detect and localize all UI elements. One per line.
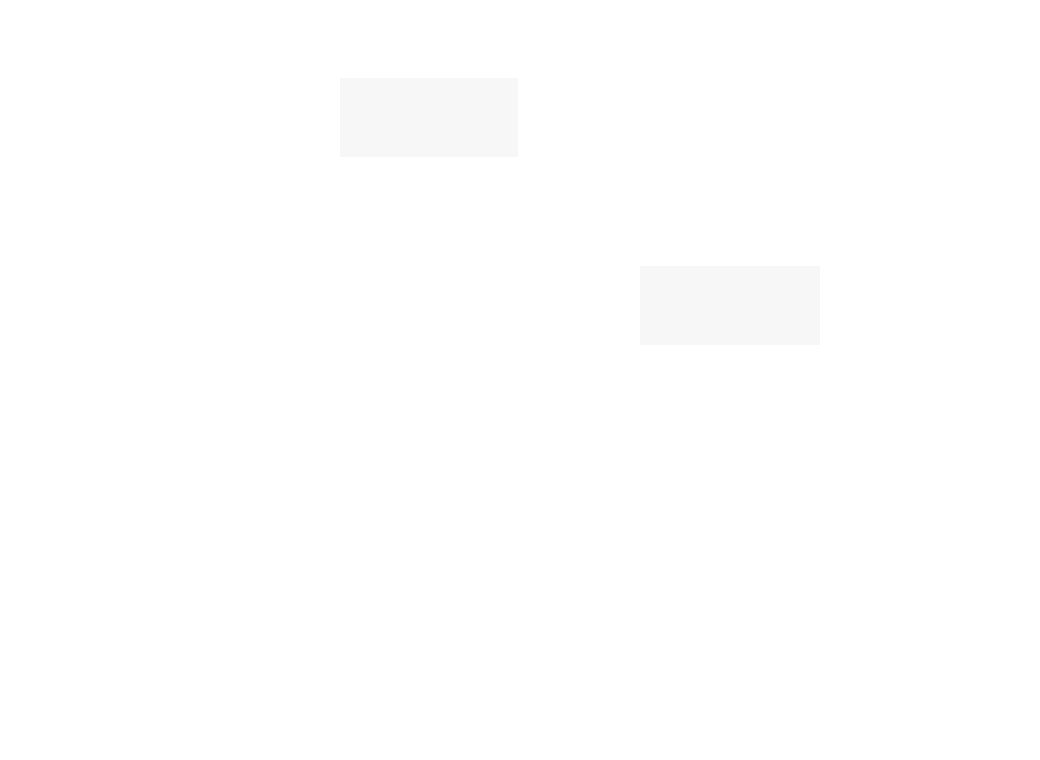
tooltip-north-asia: [640, 266, 820, 345]
tooltip-central: [340, 78, 518, 157]
region-legend: [884, 62, 1040, 64]
